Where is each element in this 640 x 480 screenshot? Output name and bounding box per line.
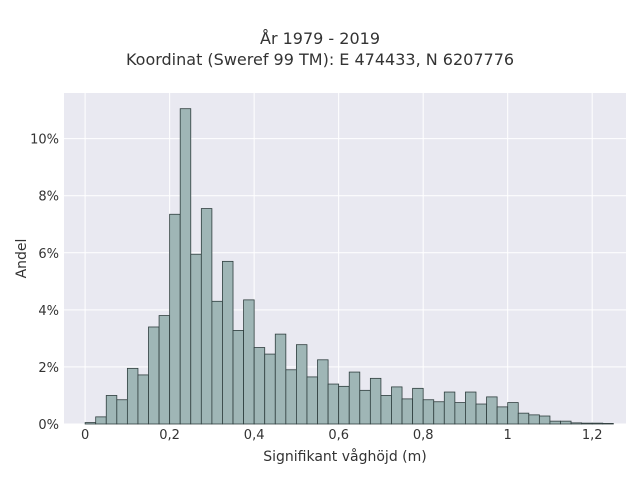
y-tick-label: 0% bbox=[38, 418, 59, 433]
histogram-bar bbox=[359, 389, 371, 425]
histogram-bar bbox=[137, 374, 149, 425]
histogram-bar bbox=[253, 347, 266, 425]
histogram-bar bbox=[169, 213, 181, 425]
histogram-bar bbox=[190, 253, 202, 425]
histogram-bar bbox=[306, 376, 318, 425]
histogram-bar bbox=[549, 420, 561, 425]
y-tick-label: 6% bbox=[38, 247, 59, 262]
histogram-bar bbox=[179, 108, 192, 425]
histogram-bar bbox=[380, 395, 392, 425]
x-tick-label: 0,8 bbox=[413, 428, 434, 443]
histogram-bars bbox=[84, 108, 614, 425]
x-tick-label: 1 bbox=[504, 428, 512, 443]
chart-subtitle: Koordinat (Sweref 99 TM): E 474433, N 62… bbox=[125, 50, 515, 69]
histogram-bar bbox=[369, 377, 382, 425]
x-axis-label: Signifikant våghöjd (m) bbox=[263, 448, 426, 465]
histogram-bar bbox=[401, 398, 414, 425]
histogram-bar bbox=[465, 391, 477, 425]
histogram-bar bbox=[348, 371, 361, 425]
histogram-bar bbox=[274, 333, 287, 425]
histogram-bar bbox=[264, 353, 276, 425]
histogram-bar bbox=[243, 299, 255, 425]
histogram-bar bbox=[496, 406, 509, 425]
y-axis-label: Andel bbox=[14, 239, 30, 279]
histogram-bar bbox=[581, 422, 593, 425]
y-tick-label: 8% bbox=[38, 190, 59, 205]
histogram-bar bbox=[222, 260, 234, 425]
y-axis-ticks: 0% 2% 4% 6% 8% 10% bbox=[30, 133, 59, 433]
histogram-bar bbox=[296, 344, 308, 425]
histogram-bar bbox=[538, 415, 551, 425]
histogram-bar bbox=[126, 367, 139, 425]
histogram-bar bbox=[105, 395, 118, 425]
x-tick-label: 0,2 bbox=[159, 428, 180, 443]
histogram-bar bbox=[422, 399, 435, 425]
histogram-bar bbox=[602, 423, 614, 425]
histogram-bar bbox=[570, 422, 583, 425]
x-tick-label: 0,4 bbox=[244, 428, 265, 443]
histogram-bar bbox=[327, 383, 340, 425]
histogram-bar bbox=[338, 385, 350, 425]
histogram-bar bbox=[412, 387, 424, 425]
histogram-bar bbox=[507, 402, 519, 425]
histogram-bar bbox=[591, 422, 604, 425]
y-tick-label: 10% bbox=[30, 133, 59, 148]
histogram-bar bbox=[317, 359, 329, 425]
x-axis-ticks: 0 0,2 0,4 0,6 0,8 1 1,2 bbox=[81, 428, 603, 443]
histogram-bar bbox=[443, 391, 456, 425]
histogram-bar bbox=[116, 399, 128, 425]
chart-title: År 1979 - 2019 bbox=[260, 29, 380, 48]
histogram-bar bbox=[433, 401, 445, 425]
histogram-bar bbox=[148, 326, 160, 425]
histogram-bar bbox=[486, 396, 498, 425]
histogram-bar bbox=[517, 412, 530, 425]
x-tick-label: 1,2 bbox=[582, 428, 603, 443]
y-tick-label: 4% bbox=[38, 304, 59, 319]
histogram-bar bbox=[528, 414, 540, 425]
histogram-bar bbox=[475, 403, 487, 425]
x-tick-label: 0 bbox=[81, 428, 89, 443]
histogram-bar bbox=[560, 420, 572, 425]
histogram-bar bbox=[95, 416, 107, 425]
histogram-bar bbox=[454, 402, 466, 425]
histogram-bar bbox=[84, 422, 97, 425]
histogram-bar bbox=[200, 208, 213, 425]
histogram-bar bbox=[158, 315, 171, 425]
y-tick-label: 2% bbox=[38, 361, 59, 376]
x-tick-label: 0,6 bbox=[328, 428, 349, 443]
histogram-bar bbox=[232, 330, 244, 425]
histogram-bar bbox=[285, 369, 297, 425]
histogram-bar bbox=[391, 386, 403, 425]
histogram-bar bbox=[211, 300, 223, 425]
